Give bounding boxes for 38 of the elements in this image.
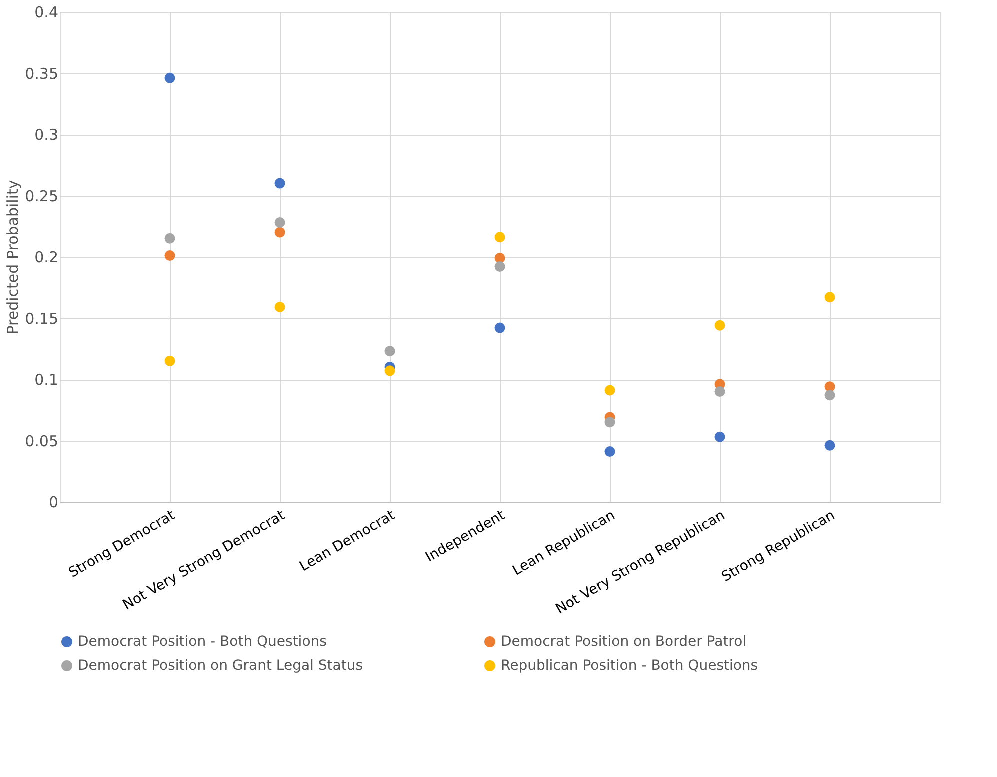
legend-label: Republican Position - Both Questions (501, 658, 758, 674)
point (714, 320, 726, 331)
y-tick-label: 0.3 (34, 126, 58, 144)
point (384, 346, 396, 357)
point (824, 382, 836, 392)
point (714, 386, 726, 397)
point (714, 432, 726, 442)
legend-label: Democrat Position on Grant Legal Status (78, 658, 363, 674)
point (824, 440, 836, 451)
point (824, 390, 836, 401)
point (274, 227, 286, 238)
point (384, 366, 396, 376)
y-tick-label: 0.15 (25, 310, 58, 328)
y-tick-label: 0.35 (25, 64, 58, 83)
point (604, 417, 616, 428)
point (824, 292, 836, 303)
point (494, 252, 506, 264)
point (604, 385, 616, 396)
point (164, 72, 176, 84)
point (494, 322, 506, 334)
point (494, 232, 506, 243)
point (494, 262, 506, 272)
y-axis-title: Predicted Probability (4, 180, 22, 335)
point (274, 178, 286, 189)
legend-label: Democrat Position - Both Questions (78, 634, 327, 650)
point (164, 356, 176, 366)
point (604, 446, 616, 458)
point (164, 250, 176, 262)
y-tick-label: 0.1 (34, 371, 58, 389)
y-tick-label: 0.05 (25, 432, 58, 450)
y-tick-label: 0 (48, 494, 58, 512)
point (274, 302, 286, 312)
point (274, 217, 286, 228)
legend-label: Democrat Position on Border Patrol (501, 634, 747, 650)
y-tick-label: 0.4 (34, 4, 58, 22)
y-tick-label: 0.2 (34, 248, 58, 266)
y-tick-label: 0.25 (25, 187, 58, 206)
point (164, 233, 176, 244)
